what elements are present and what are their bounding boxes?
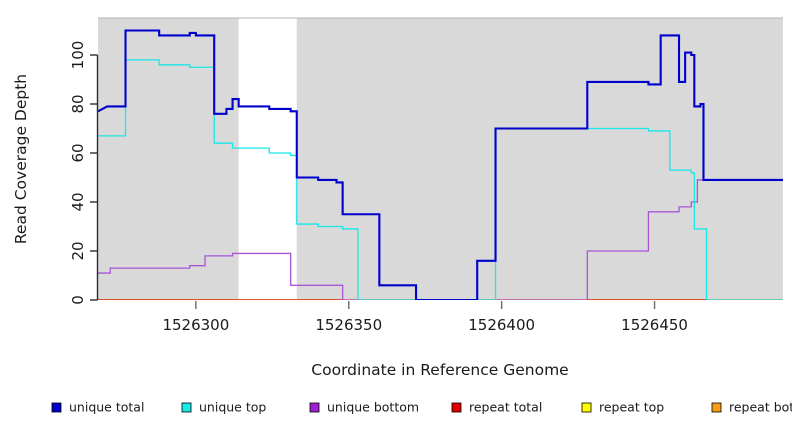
chart-legend: unique total unique top unique bottom repea…: [51, 400, 792, 415]
legend-swatch: [51, 402, 62, 413]
legend-swatch: [181, 402, 192, 413]
legend-label: unique total: [69, 400, 144, 415]
legend-label: repeat top: [599, 400, 664, 415]
legend-label: unique bottom: [327, 400, 419, 415]
y-axis-title: Read Coverage Depth: [12, 74, 30, 244]
series-unique-top: [98, 59, 783, 300]
series-unique-bottom: [98, 179, 783, 300]
y-tick-label: 0: [69, 295, 87, 305]
y-tick-label: 80: [69, 94, 87, 113]
x-tick-label: 1526300: [162, 316, 229, 334]
y-axis: 0 20 40 60 80 100: [69, 41, 99, 305]
legend-swatch: [711, 402, 722, 413]
y-tick-label: 40: [69, 192, 87, 211]
x-axis-title: Coordinate in Reference Genome: [311, 361, 568, 379]
x-tick-label: 1526350: [315, 316, 382, 334]
series-unique-total: [98, 29, 783, 300]
legend-swatch: [309, 402, 320, 413]
x-tick-label: 1526400: [468, 316, 535, 334]
legend-swatch: [581, 402, 592, 413]
legend-label: repeat total: [469, 400, 542, 415]
legend-label: repeat bottom: [729, 400, 792, 415]
y-tick-label: 60: [69, 143, 87, 162]
legend-swatch: [451, 402, 462, 413]
x-axis: 1526300 1526350 1526400 1526450: [162, 301, 688, 334]
x-tick-label: 1526450: [621, 316, 688, 334]
series-layer: [98, 29, 783, 300]
y-tick-label: 20: [69, 241, 87, 260]
plot-panel: [98, 17, 783, 300]
legend-label: unique top: [199, 400, 266, 415]
y-tick-label: 100: [69, 41, 87, 70]
